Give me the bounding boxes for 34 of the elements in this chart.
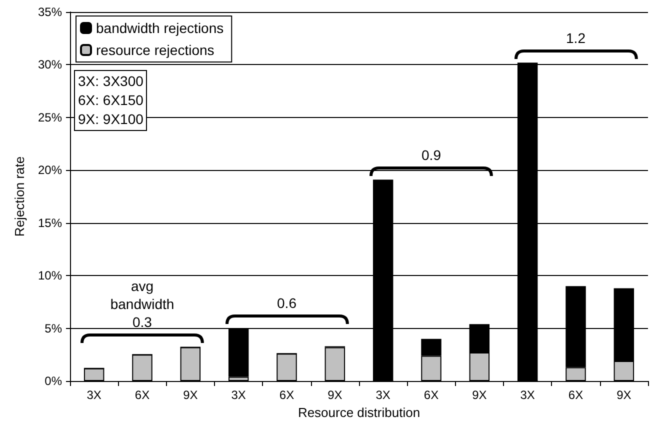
bar — [276, 354, 297, 381]
x-tick-label: 3X — [86, 388, 102, 402]
bar — [84, 368, 104, 381]
bar — [132, 354, 152, 381]
x-tick-label: 6X — [134, 388, 150, 402]
y-axis-title: Rejection rate — [12, 156, 27, 237]
x-tick-label: 6X — [424, 388, 439, 402]
legend-label: bandwidth rejections — [96, 20, 224, 36]
x-axis-title: Resource distribution — [298, 404, 420, 420]
legend-label: resource rejections — [96, 42, 214, 58]
x-tick-label: 6X — [279, 388, 294, 402]
y-tick-label: 20% — [38, 163, 62, 178]
x-tick-label: 6X — [568, 388, 584, 402]
y-tick-label: 30% — [38, 58, 62, 72]
x-tick-label: 3X — [376, 388, 390, 402]
annotation: 3X: 3X300 6X: 6X150 9X: 9X100 — [74, 70, 148, 131]
annotation: 0.9 — [422, 146, 441, 164]
x-tick-label: 9X — [616, 388, 632, 402]
annotation: avg bandwidth 0.3 — [110, 277, 174, 332]
y-tick-label: 5% — [44, 321, 62, 336]
y-tick-label: 0% — [44, 374, 62, 388]
x-tick-label: 9X — [472, 388, 487, 402]
x-tick-label: 3X — [231, 388, 246, 402]
bar — [324, 347, 346, 381]
bar — [180, 347, 201, 381]
x-tick-label: 9X — [328, 388, 342, 402]
y-tick-label: 10% — [38, 268, 62, 283]
x-tick-label: 9X — [183, 388, 198, 402]
y-tick-label: 25% — [38, 110, 62, 124]
x-tick-label: 3X — [520, 388, 535, 402]
y-tick-label: 35% — [38, 5, 62, 19]
annotation: 0.6 — [277, 294, 296, 312]
annotation: 1.2 — [566, 28, 586, 47]
y-tick-label: 15% — [38, 216, 62, 230]
